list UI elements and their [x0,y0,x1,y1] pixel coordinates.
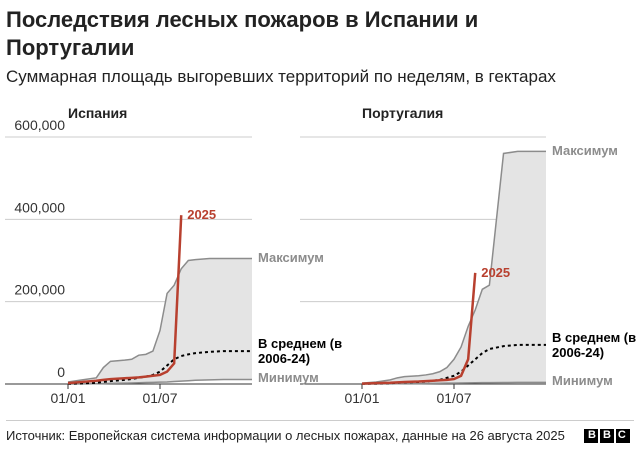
series-line [67,378,252,385]
series-line [67,257,252,383]
chart: Испания 0 200,000 400,000 600,000 01/01 01/07 П… [5,105,546,406]
x-tick-label: 01/07 [142,390,177,406]
series-line [67,350,252,385]
series-label: Минимум [258,370,319,386]
title: Последствия лесных пожаров в Испании и П… [6,7,479,60]
series-label: Максимум [552,143,618,159]
x-tick-label: 01/01 [50,390,85,406]
series-label: Максимум [258,250,324,266]
series-label: В среднем (в 2006-24) [552,329,637,360]
logo-box [600,429,614,443]
panel-title: Португалия [362,105,443,121]
x-tick-label: 01/07 [436,390,471,406]
y-tick-label: 400,000 [14,199,65,215]
series-line [361,150,546,384]
subtitle: Суммарная площадь выгоревших территорий … [6,67,556,86]
range-area [362,151,546,384]
series-label: В среднем (в 2006-24) [258,336,343,367]
panel-title: Испания [68,105,127,121]
y-tick-label: 600,000 [14,117,65,133]
series-line [361,272,477,385]
logo: BBC [588,429,633,441]
series-line [361,381,546,385]
series-line [67,215,183,385]
series-label: Минимум [552,373,613,389]
y-tick-label: 200,000 [14,282,65,298]
logo-box [616,429,630,443]
divider [6,420,634,421]
source: Источник: Европейская система информации… [6,428,565,443]
series-label: 2025 [481,264,511,280]
logo-box [584,429,598,443]
x-tick-label: 01/01 [344,390,379,406]
series-label: 2025 [187,207,217,223]
y-tick-label: 0 [57,364,65,380]
